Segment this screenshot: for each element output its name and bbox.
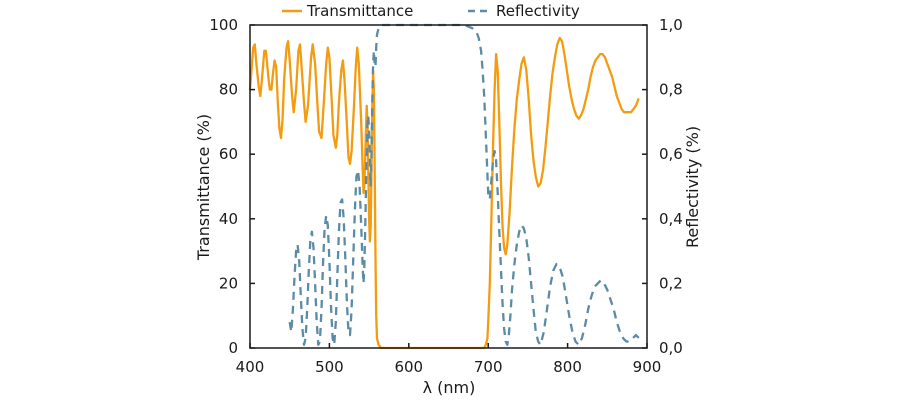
x-tick-label: 800 bbox=[553, 358, 582, 376]
y-tick-label-right: 0,2 bbox=[659, 274, 683, 292]
y-axis-title-left: Transmittance (%) bbox=[194, 114, 213, 261]
x-tick-label: 700 bbox=[474, 358, 503, 376]
legend-label-transmittance: Transmittance bbox=[306, 2, 413, 20]
x-tick-label: 900 bbox=[633, 358, 662, 376]
y-tick-label-left: 40 bbox=[219, 210, 238, 228]
y-axis-title-right: Reflectivity (%) bbox=[683, 126, 702, 248]
y-tick-label-left: 20 bbox=[219, 274, 238, 292]
x-tick-label: 600 bbox=[394, 358, 423, 376]
y-tick-label-left: 0 bbox=[228, 339, 238, 357]
series-line-transmittance bbox=[248, 36, 640, 350]
plot-frame bbox=[249, 24, 648, 349]
y-tick-label-right: 0,6 bbox=[659, 145, 683, 163]
y-tick-label-right: 1,0 bbox=[659, 16, 683, 34]
y-tick-label-right: 0,8 bbox=[659, 81, 683, 99]
x-tick-label: 500 bbox=[315, 358, 344, 376]
y-tick-label-left: 80 bbox=[219, 81, 238, 99]
x-tick-label: 400 bbox=[236, 358, 265, 376]
legend: Transmittance Reflectivity bbox=[282, 2, 580, 20]
y-tick-label-left: 60 bbox=[219, 145, 238, 163]
x-axis-title: λ (nm) bbox=[423, 378, 476, 397]
legend-label-reflectivity: Reflectivity bbox=[496, 2, 580, 20]
y-tick-label-right: 0,0 bbox=[659, 339, 683, 357]
y-tick-label-left: 100 bbox=[209, 16, 238, 34]
y-tick-label-right: 0,4 bbox=[659, 210, 683, 228]
